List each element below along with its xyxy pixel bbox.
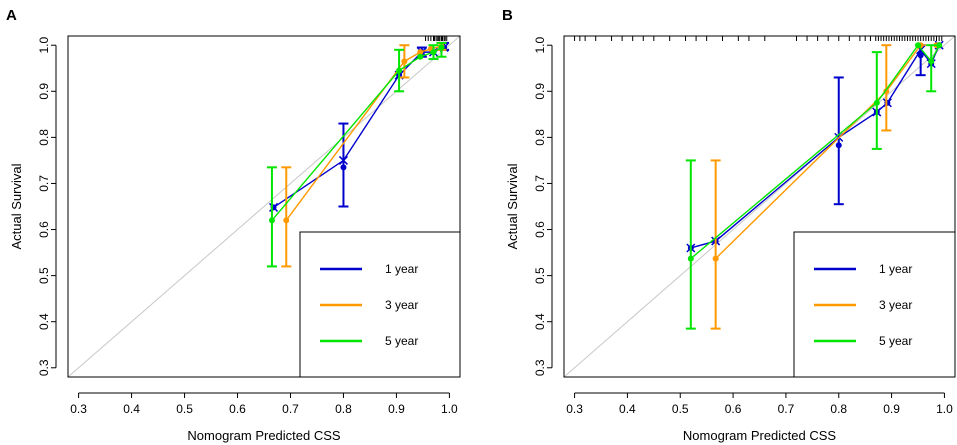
y-tick-label: 0.5 <box>533 267 547 284</box>
data-point <box>268 217 275 224</box>
data-point <box>687 255 694 262</box>
series-line <box>690 44 940 260</box>
y-tick-label: 0.5 <box>37 267 51 284</box>
x-tick-label: 0.8 <box>830 402 847 416</box>
legend-label: 1 year <box>385 262 418 276</box>
plot-frame <box>563 35 956 378</box>
x-tick-label: 1.0 <box>441 402 458 416</box>
legend: 1 year 3 year 5 year <box>299 231 461 378</box>
x-tick-label: 0.7 <box>778 402 795 416</box>
y-tick-label: 0.7 <box>533 175 547 192</box>
data-point <box>936 42 943 49</box>
x-axis-title: Nomogram Predicted CSS <box>683 428 836 443</box>
y-tick-label: 0.4 <box>37 313 51 330</box>
panel-label: A <box>6 7 17 24</box>
x-tick-label: 0.3 <box>566 402 583 416</box>
predicted-marker <box>269 202 279 212</box>
data-point <box>915 42 922 49</box>
data-point <box>835 142 842 149</box>
data-point <box>340 164 347 171</box>
x-axis-title: Nomogram Predicted CSS <box>187 428 340 443</box>
y-tick-label: 0.8 <box>37 129 51 146</box>
x-tick-label: 1.0 <box>936 402 953 416</box>
y-axis-title: Actual Survival <box>9 163 24 249</box>
data-point <box>928 58 935 65</box>
data-point <box>430 49 437 56</box>
data-point <box>873 99 880 106</box>
reference-diagonal <box>564 36 955 377</box>
x-tick-label: 0.5 <box>672 402 689 416</box>
x-tick-label: 0.6 <box>725 402 742 416</box>
y-tick-label: 0.3 <box>37 359 51 376</box>
series-line <box>690 44 940 249</box>
y-tick-label: 0.9 <box>37 83 51 100</box>
panel-b: B 0.3 0.4 0.5 0.6 0.7 0.8 0.9 1.0 0.3 0.4 0.5 0.6 0.7… <box>502 7 956 443</box>
data-point <box>917 52 924 59</box>
data-point <box>401 58 408 65</box>
plot-frame <box>67 35 461 378</box>
y-tick-label: 0.9 <box>533 83 547 100</box>
panel-a: A 0.3 0.4 0.5 0.6 0.7 0.8 0.9 1.0 0.3 0.4 0.5 0.6 0.7… <box>6 7 461 443</box>
series-5-year <box>685 42 943 330</box>
y-tick-label: 0.6 <box>533 221 547 238</box>
legend-label: 5 year <box>879 334 912 348</box>
reference-diagonal <box>68 36 460 377</box>
series-1-year <box>686 40 944 253</box>
y-axis-title: Actual Survival <box>505 163 520 249</box>
y-tick-label: 0.4 <box>533 313 547 330</box>
legend: 1 year 3 year 5 year <box>793 231 956 378</box>
series-1-year <box>269 41 450 212</box>
data-point <box>283 217 290 224</box>
y-tick-label: 1.0 <box>533 37 547 54</box>
legend-label: 3 year <box>385 298 418 312</box>
x-tick-label: 0.9 <box>883 402 900 416</box>
x-tick-label: 0.6 <box>229 402 246 416</box>
data-point <box>417 49 424 56</box>
legend-label: 5 year <box>385 334 418 348</box>
y-tick-label: 0.7 <box>37 175 51 192</box>
y-tick-label: 1.0 <box>37 37 51 54</box>
x-tick-label: 0.4 <box>123 402 140 416</box>
predicted-marker <box>338 155 348 165</box>
data-point <box>712 255 719 262</box>
y-tick-label: 0.8 <box>533 129 547 146</box>
data-point <box>438 44 445 51</box>
data-point <box>417 53 424 60</box>
series-5-year <box>266 41 447 268</box>
x-tick-label: 0.3 <box>70 402 87 416</box>
y-tick-label: 0.6 <box>37 221 51 238</box>
x-tick-label: 0.5 <box>176 402 193 416</box>
data-point <box>396 67 403 74</box>
legend-label: 1 year <box>879 262 912 276</box>
x-tick-label: 0.8 <box>335 402 352 416</box>
panel-label: B <box>502 7 513 24</box>
predicted-marker <box>882 98 892 108</box>
x-tick-label: 0.7 <box>282 402 299 416</box>
x-tick-label: 0.4 <box>619 402 636 416</box>
y-tick-label: 0.3 <box>533 359 547 376</box>
x-tick-label: 0.9 <box>388 402 405 416</box>
legend-label: 3 year <box>879 298 912 312</box>
series-line <box>271 46 442 221</box>
